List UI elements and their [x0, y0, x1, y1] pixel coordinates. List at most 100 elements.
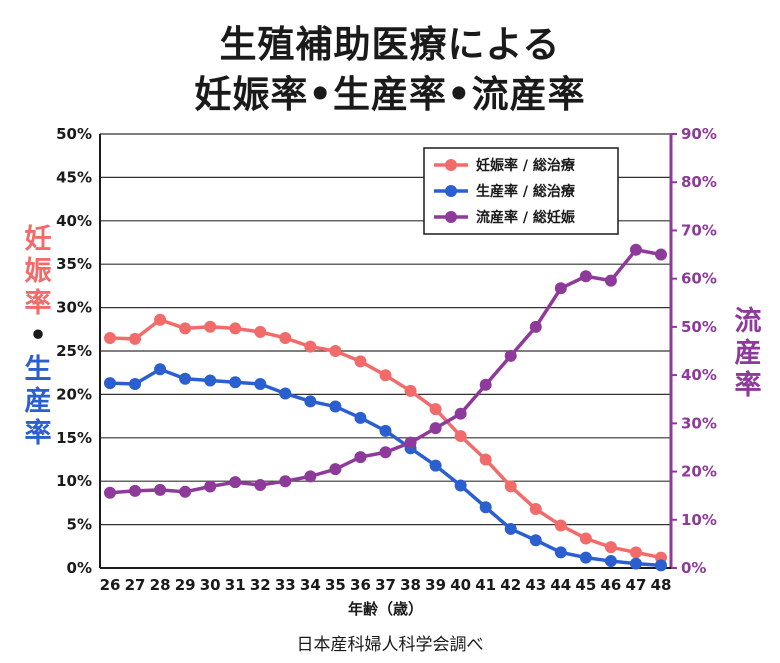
data-point	[504, 349, 517, 362]
data-point	[179, 485, 192, 498]
data-point	[429, 422, 442, 435]
x-tick-label: 26	[100, 576, 121, 594]
data-point	[604, 555, 617, 568]
x-tick-label: 41	[475, 576, 496, 594]
y-right-tick-label: 10%	[681, 511, 717, 529]
x-tick-label: 28	[150, 576, 171, 594]
x-tick-label: 44	[550, 576, 571, 594]
x-tick-label: 42	[500, 576, 521, 594]
data-point	[304, 470, 317, 483]
legend-label: 流産率 / 総妊娠	[476, 209, 576, 226]
data-point	[454, 430, 467, 443]
data-point	[579, 532, 592, 545]
data-point	[379, 369, 392, 382]
data-point	[379, 424, 392, 437]
x-tick-label: 37	[375, 576, 396, 594]
data-point	[479, 453, 492, 466]
data-point	[604, 274, 617, 287]
data-point	[629, 557, 642, 570]
data-point	[304, 395, 317, 408]
x-tick-label: 36	[350, 576, 371, 594]
data-point	[554, 519, 567, 532]
data-point	[329, 400, 342, 413]
y-right-axis-label-char: 流	[735, 306, 762, 337]
y-right-tick-label: 20%	[681, 463, 717, 481]
legend-swatch-marker	[445, 185, 457, 197]
x-tick-label: 45	[575, 576, 596, 594]
y-left-axis-label-char: 産	[25, 385, 52, 417]
data-point	[204, 480, 217, 493]
y-left-axis-label-char: 生	[25, 354, 52, 385]
y-left-tick-label: 50%	[56, 125, 92, 143]
y-left-axis-label-char: 娠	[25, 256, 52, 287]
data-point	[279, 331, 292, 344]
data-point	[254, 377, 267, 390]
legend-label: 生産率 / 総治療	[476, 183, 576, 200]
x-tick-label: 46	[600, 576, 621, 594]
y-right-tick-label: 50%	[681, 318, 717, 336]
data-point	[429, 403, 442, 416]
data-point	[204, 374, 217, 387]
y-right-axis-label-char: 率	[735, 369, 762, 401]
data-point	[354, 355, 367, 368]
data-point	[655, 559, 667, 572]
data-point	[129, 484, 142, 497]
data-point	[229, 376, 242, 389]
data-point	[504, 480, 517, 493]
y-right-tick-label: 40%	[681, 366, 717, 384]
data-point	[529, 502, 542, 515]
y-left-axis-label-char: 率	[25, 417, 52, 449]
data-point	[104, 331, 116, 344]
data-point	[279, 475, 292, 488]
y-right-tick-label: 90%	[681, 125, 717, 143]
y-right-tick-label: 80%	[681, 173, 717, 191]
data-point	[129, 332, 142, 345]
data-point	[179, 372, 192, 385]
data-point	[304, 340, 317, 353]
data-point	[104, 377, 116, 390]
y-right-tick-label: 0%	[681, 559, 706, 577]
x-tick-label: 39	[425, 576, 446, 594]
x-tick-label: 47	[626, 576, 647, 594]
data-point	[629, 243, 642, 256]
data-point	[129, 377, 142, 390]
data-point	[629, 546, 642, 559]
x-tick-label: 30	[200, 576, 221, 594]
data-point	[354, 411, 367, 424]
data-point	[379, 446, 392, 459]
data-point	[254, 325, 267, 338]
data-point	[279, 387, 292, 400]
data-point	[404, 384, 417, 397]
y-left-axis-label-char: 妊	[25, 224, 52, 255]
y-right-tick-label: 60%	[681, 270, 717, 288]
data-point	[229, 322, 242, 335]
y-left-tick-label: 30%	[56, 299, 92, 317]
y-left-tick-label: 5%	[67, 516, 92, 534]
x-tick-label: 38	[400, 576, 421, 594]
x-tick-label: 31	[225, 576, 246, 594]
x-axis-label: 年齢（歳）	[348, 600, 423, 618]
y-left-axis-label-char: 率	[25, 287, 52, 319]
y-left-tick-label: 20%	[56, 385, 92, 403]
chart-title-line2: 妊娠率•生産率•流産率	[194, 73, 586, 116]
data-point	[529, 534, 542, 547]
data-point	[329, 345, 342, 357]
data-point	[655, 248, 667, 261]
chart-title-line1: 生殖補助医療による	[219, 23, 561, 66]
data-point	[179, 322, 192, 335]
y-left-tick-label: 45%	[56, 168, 92, 186]
x-tick-label: 29	[175, 576, 196, 594]
y-left-tick-label: 15%	[56, 429, 92, 447]
x-tick-label: 43	[525, 576, 546, 594]
x-tick-label: 35	[325, 576, 346, 594]
data-point	[479, 378, 492, 391]
x-tick-label: 33	[275, 576, 296, 594]
data-point	[604, 541, 617, 554]
legend-swatch-marker	[445, 211, 457, 223]
x-tick-label: 27	[125, 576, 146, 594]
data-point	[529, 320, 542, 333]
data-point	[504, 522, 517, 535]
y-left-tick-label: 40%	[56, 212, 92, 230]
source-note: 日本産科婦人科学会調べ	[296, 635, 484, 655]
